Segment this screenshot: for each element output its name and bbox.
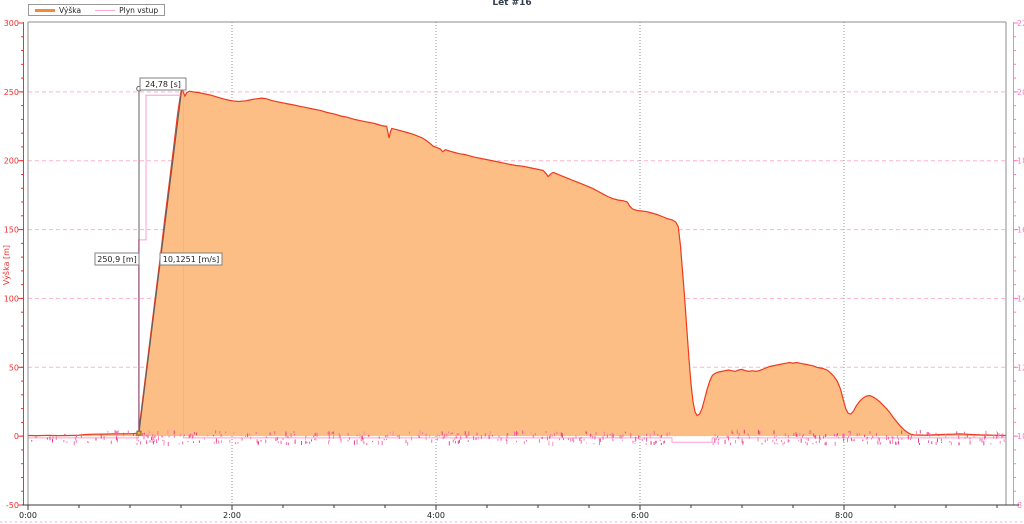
y-left-tick-label: -50 bbox=[6, 501, 19, 510]
legend-label-vyska: Výška bbox=[59, 5, 82, 15]
altitude-line bbox=[27, 86, 1006, 437]
y-right-tick-label: 16 bbox=[1017, 226, 1024, 235]
legend-item-vyska[interactable]: Výška bbox=[35, 6, 81, 15]
y-right-tick-label: 18 bbox=[1017, 157, 1024, 166]
chart-title: Let #16 bbox=[492, 0, 532, 8]
legend: Výška Plyn vstup bbox=[28, 4, 166, 16]
y-left-tick-label: 150 bbox=[4, 226, 19, 235]
x-axis-tick-label: 0:00 bbox=[19, 511, 37, 520]
x-axis-tick-label: 4:00 bbox=[427, 511, 445, 520]
x-axis-tick-label: 6:00 bbox=[631, 511, 649, 520]
y-left-tick-label: 300 bbox=[4, 19, 19, 28]
y-left-tick-label: 0 bbox=[14, 432, 19, 441]
y-left-tick-label: 200 bbox=[4, 157, 19, 166]
y-right-tick-label: 8 bbox=[1017, 501, 1022, 510]
x-axis-tick-label: 2:00 bbox=[223, 511, 241, 520]
y-right-tick-label: 22 bbox=[1017, 19, 1024, 28]
x-axis-tick-label: 8:00 bbox=[835, 511, 853, 520]
legend-item-plyn-vstup[interactable]: Plyn vstup bbox=[95, 6, 158, 15]
measure-label-text-1: 250,9 [m] bbox=[97, 255, 136, 264]
measure-label-box-2[interactable] bbox=[159, 252, 223, 266]
measure-label-box-0[interactable] bbox=[139, 77, 187, 91]
y-left-tick-label: 100 bbox=[4, 294, 19, 303]
measure-base-marker[interactable] bbox=[136, 430, 142, 436]
measure-label-text-2: 10,1251 [m/s] bbox=[163, 255, 220, 264]
y-right-tick-label: 14 bbox=[1017, 294, 1024, 303]
y-left-tick-label: 250 bbox=[4, 88, 19, 97]
legend-label-plyn-vstup: Plyn vstup bbox=[119, 5, 159, 15]
throttle-step-trace[interactable] bbox=[28, 94, 1006, 443]
altitude-area-fill bbox=[28, 87, 1006, 437]
measure-label-text-0: 24,78 [s] bbox=[145, 80, 181, 89]
y-left-tick-label: 50 bbox=[9, 363, 19, 372]
y-right-tick-label: 20 bbox=[1017, 88, 1024, 97]
throttle-series-swatch bbox=[95, 9, 116, 11]
y-right-tick-label: 10 bbox=[1017, 432, 1024, 441]
altitude-series-swatch bbox=[35, 8, 55, 12]
measure-label-box-1[interactable] bbox=[94, 252, 140, 266]
y-right-tick-label: 12 bbox=[1017, 363, 1024, 372]
